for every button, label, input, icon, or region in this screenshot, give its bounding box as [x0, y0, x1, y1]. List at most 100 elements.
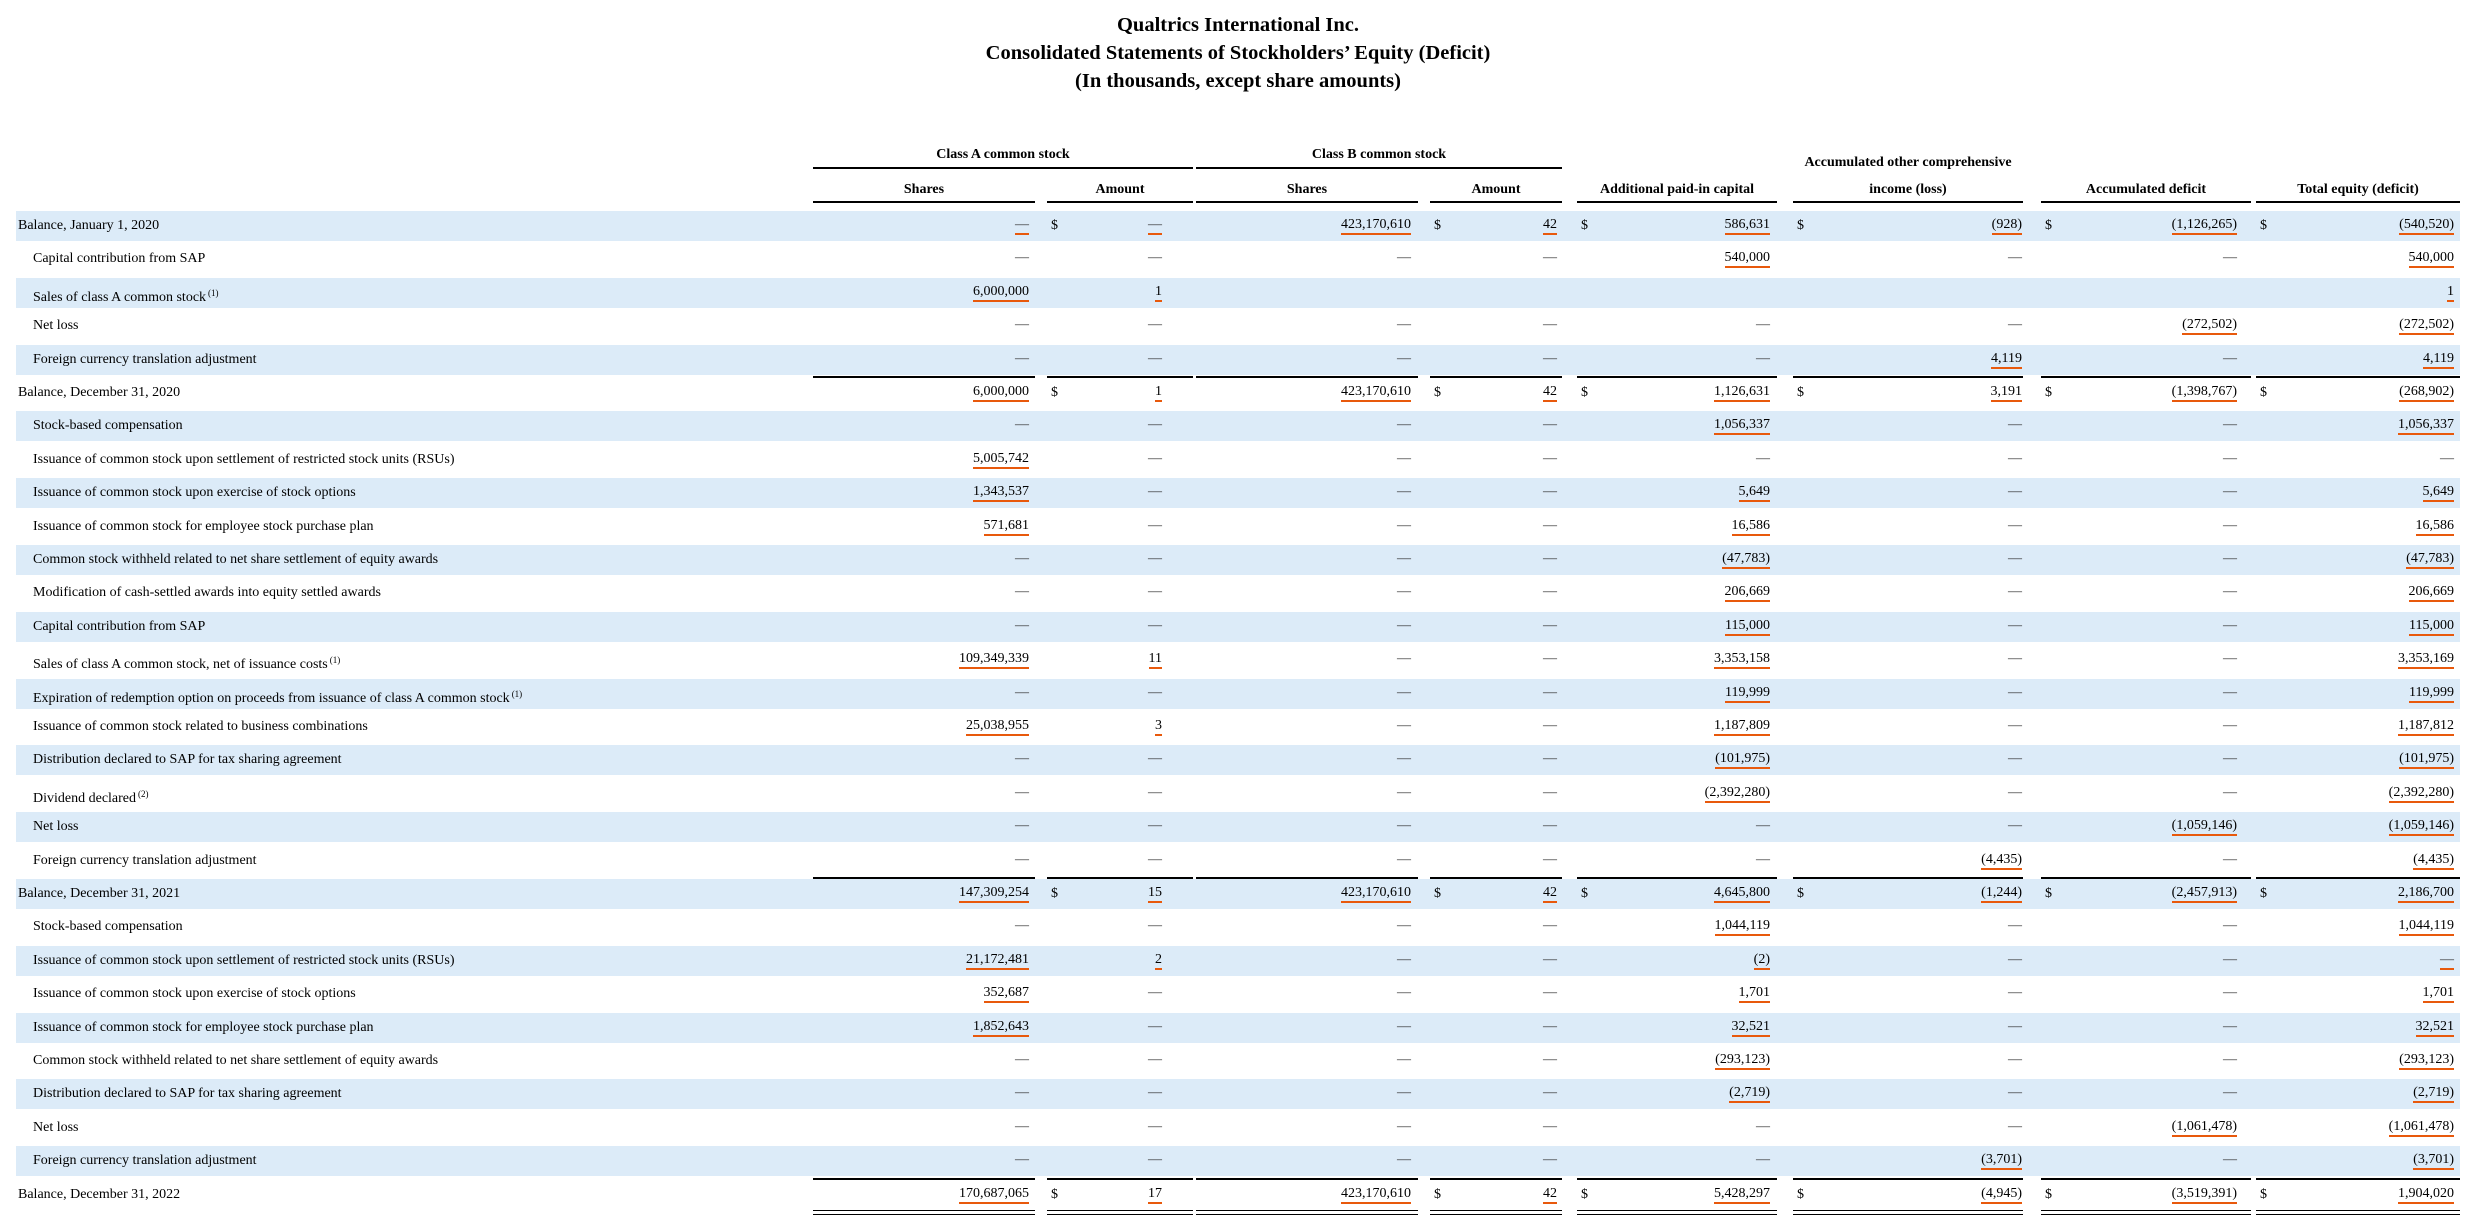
cell-value: —: [1543, 985, 1557, 1001]
table-row: Stock-based compensation — — — — 1,044,119 — — 1…: [16, 912, 2460, 942]
cell-value: 571,681: [983, 517, 1029, 536]
cell-value: —: [2223, 684, 2237, 700]
table-cell: (3,519,391): [2041, 1184, 2237, 1204]
table-cell: 11: [1047, 649, 1162, 670]
cell-value: —: [2223, 784, 2237, 800]
table-cell: 42: [1430, 382, 1557, 402]
table-cell: —: [1047, 449, 1162, 469]
table-cell: —: [2041, 1150, 2237, 1170]
cell-value: —: [2008, 1085, 2022, 1101]
table-cell: —: [2041, 582, 2237, 602]
cell-value: —: [1543, 1152, 1557, 1168]
cell-value: —: [1015, 317, 1029, 333]
cell-value: (540,520): [2399, 217, 2454, 235]
table-cell: 16,586: [2256, 516, 2454, 536]
table-cell: —: [1196, 1150, 1411, 1170]
table-cell: —: [1047, 983, 1162, 1003]
table-cell: —: [813, 1050, 1029, 1070]
table-cell: —: [1577, 1117, 1770, 1137]
table-cell: 540,000: [2256, 248, 2454, 269]
table-cell: 586,631: [1577, 215, 1770, 235]
cell-value: —: [2223, 250, 2237, 266]
table-cell: —: [2041, 449, 2237, 469]
cell-value: —: [2008, 784, 2022, 800]
table-cell: 1,187,809: [1577, 716, 1770, 736]
table-cell: —: [1196, 482, 1411, 502]
cell-value: 42: [1543, 885, 1557, 903]
table-cell: 3,353,158: [1577, 649, 1770, 670]
table-cell: —: [1047, 1117, 1162, 1137]
cell-value: —: [1543, 1118, 1557, 1134]
cell-value: —: [1543, 350, 1557, 366]
cell-value: —: [1543, 684, 1557, 700]
cell-value: —: [1397, 1118, 1411, 1134]
col-rule: [1047, 201, 1193, 203]
cell-value: —: [1015, 417, 1029, 433]
total-rule: [813, 877, 1035, 879]
table-cell: —: [1047, 916, 1162, 936]
table-cell: (2,392,280): [1577, 783, 1770, 803]
total-rule: [1577, 877, 1777, 879]
double-rule: [2041, 1210, 2251, 1215]
cell-value: —: [1397, 250, 1411, 266]
table-cell: —: [813, 549, 1029, 569]
dollar-sign: $: [1581, 886, 1588, 901]
row-label-text: Dividend declared: [33, 790, 137, 806]
col-rule: [1196, 201, 1418, 203]
table-cell: 423,170,610: [1196, 382, 1411, 402]
double-rule: [1047, 1210, 1193, 1215]
table-cell: —: [1793, 616, 2022, 636]
row-label-text: Net loss: [33, 1119, 79, 1135]
footnote-marker: (1): [511, 688, 523, 699]
col-rule: [1793, 201, 2023, 203]
cell-value: 42: [1543, 217, 1557, 235]
cell-value: —: [2008, 517, 2022, 533]
footnote-marker: (1): [329, 655, 341, 666]
footnote-marker: (1): [208, 287, 219, 298]
cell-value: —: [1543, 250, 1557, 266]
cell-value: 1,056,337: [1714, 417, 1770, 436]
table-cell: —: [2041, 749, 2237, 769]
table-cell: 25,038,955: [813, 716, 1029, 736]
statement-title: Consolidated Statements of Stockholders’…: [985, 42, 1491, 64]
cell-value: —: [2223, 617, 2237, 633]
cell-value: —: [2223, 918, 2237, 934]
table-cell: (1,126,265): [2041, 215, 2237, 235]
table-cell: 16,586: [1577, 516, 1770, 536]
total-rule: [1047, 376, 1193, 378]
cell-value: —: [1148, 350, 1162, 366]
table-cell: 1,343,537: [813, 482, 1029, 503]
cell-value: —: [1148, 1152, 1162, 1168]
cell-value: —: [1148, 317, 1162, 333]
cell-value: —: [2223, 484, 2237, 500]
cell-value: —: [1148, 584, 1162, 600]
cell-value: —: [2008, 918, 2022, 934]
cell-value: —: [2223, 450, 2237, 466]
col-rule: [1577, 201, 1777, 203]
cell-value: —: [2008, 250, 2022, 266]
double-rule: [1793, 1210, 2023, 1215]
row-label: Sales of class A common stock, net of is…: [33, 645, 340, 680]
cell-value: —: [1543, 951, 1557, 967]
cell-value: —: [1148, 1052, 1162, 1067]
cell-value: —: [1148, 1085, 1162, 1101]
row-label-text: Foreign currency translation adjustment: [33, 852, 257, 868]
table-cell: 423,170,610: [1196, 215, 1411, 235]
group-aoci: Accumulated other comprehensive: [1804, 155, 2012, 170]
table-cell: —: [1196, 983, 1411, 1003]
double-rule: [1196, 1210, 1418, 1215]
cell-value: —: [1015, 1118, 1029, 1134]
cell-value: —: [1015, 684, 1029, 700]
table-cell: 3,353,169: [2256, 649, 2454, 670]
table-row: Capital contribution from SAP — — — — 115,000…: [16, 611, 2460, 642]
row-label-text: Common stock withheld related to net sha…: [33, 1053, 439, 1068]
cell-value: —: [2223, 1018, 2237, 1034]
dollar-sign: $: [1434, 886, 1441, 901]
cell-value: —: [1756, 851, 1770, 867]
total-rule: [2256, 376, 2460, 378]
cell-value: —: [1756, 317, 1770, 333]
cell-value: 17: [1148, 1185, 1162, 1204]
double-rule: [1430, 1210, 1562, 1215]
row-label-text: Stock-based compensation: [33, 418, 183, 434]
table-cell: —: [2041, 1017, 2237, 1037]
